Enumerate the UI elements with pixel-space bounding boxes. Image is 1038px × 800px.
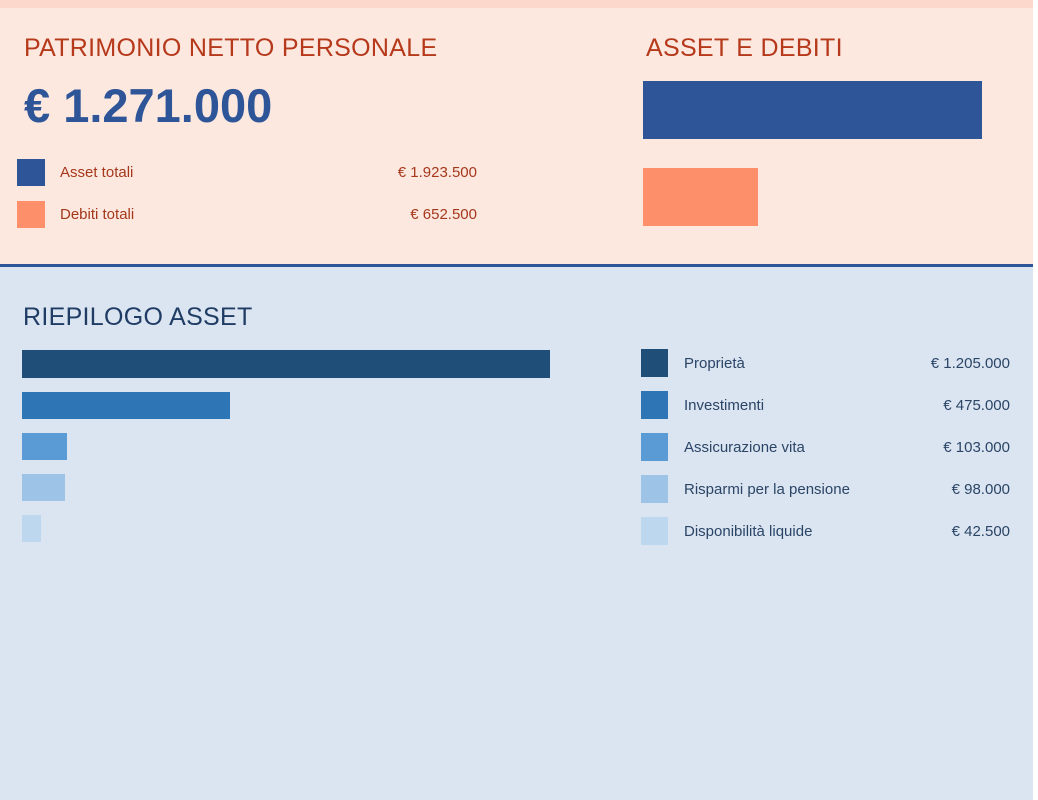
legend-label-cash: Disponibilità liquide [684,523,813,540]
total-assets-label: Asset totali [60,164,134,181]
legend-swatch-cash [641,517,668,545]
section-divider [0,264,1033,267]
total-assets-value: € 1.923.500 [397,164,477,181]
legend-swatch-property [641,349,668,377]
total-debts-bar [643,168,758,226]
asset-bar-life-insurance [22,433,67,460]
asset-bar-property [22,350,550,378]
asset-summary-panel [0,267,1033,800]
legend-label-retirement-savings: Risparmi per la pensione [684,481,850,498]
legend-label-property: Proprietà [684,355,745,372]
asset-bar-retirement-savings [22,474,65,501]
total-assets-bar [643,81,982,139]
legend-value-property: € 1.205.000 [930,355,1010,372]
total-debts-swatch [17,201,45,228]
asset-bar-cash [22,515,41,542]
legend-value-investments: € 475.000 [943,397,1010,414]
legend-swatch-investments [641,391,668,419]
total-assets-swatch [17,159,45,186]
total-debts-value: € 652.500 [410,206,477,223]
legend-value-retirement-savings: € 98.000 [951,481,1010,498]
assets-debts-title: ASSET E DEBITI [646,34,843,62]
asset-summary-title: RIEPILOGO ASSET [23,303,253,331]
legend-label-life-insurance: Assicurazione vita [684,439,805,456]
legend-label-investments: Investimenti [684,397,765,414]
total-debts-label: Debiti totali [60,206,135,223]
top-strip [0,0,1033,8]
legend-value-cash: € 42.500 [951,523,1010,540]
legend-swatch-retirement-savings [641,475,668,503]
legend-swatch-life-insurance [641,433,668,461]
net-worth-title: PATRIMONIO NETTO PERSONALE [24,34,438,62]
net-worth-value: € 1.271.000 [24,79,273,132]
asset-bar-investments [22,392,230,419]
legend-value-life-insurance: € 103.000 [943,439,1010,456]
